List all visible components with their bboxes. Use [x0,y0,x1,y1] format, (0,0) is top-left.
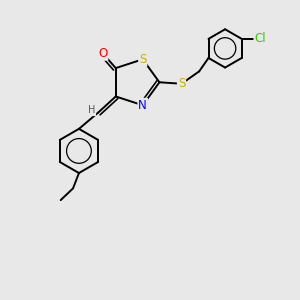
Text: N: N [138,99,147,112]
Text: O: O [98,47,107,60]
Text: H: H [88,105,95,115]
Text: S: S [139,53,146,66]
Text: S: S [178,77,185,90]
Text: Cl: Cl [254,32,266,45]
